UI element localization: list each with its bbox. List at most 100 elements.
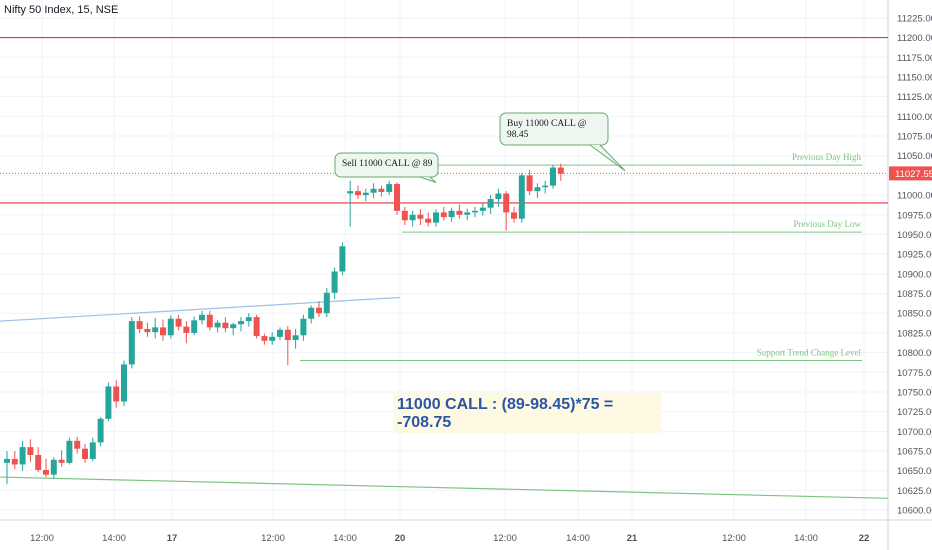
candle-body (503, 193, 510, 213)
candle-body (191, 320, 198, 333)
candle-body (245, 317, 252, 322)
candle-body (97, 418, 104, 443)
y-tick-label: 11150.00 (897, 72, 932, 83)
candle-body (386, 184, 393, 192)
candle-body (167, 318, 174, 336)
y-tick-label: 10800.00 (897, 348, 932, 359)
candle-body (308, 307, 315, 319)
candle-body (261, 336, 268, 341)
candle-body (19, 447, 26, 465)
candle-body (74, 440, 81, 449)
candle-body (347, 191, 354, 194)
y-tick-label: 10825.00 (897, 328, 932, 339)
candle-body (238, 321, 244, 325)
trade-annotation: Sell 11000 CALL @ 89 (334, 152, 439, 183)
candle-body (526, 175, 533, 192)
candle-body (511, 212, 517, 219)
x-tick-label: 14:00 (333, 533, 357, 544)
candle-body (472, 210, 478, 213)
candle-body (128, 321, 135, 365)
annotation-pointer (419, 176, 437, 183)
y-tick-label: 11000.00 (897, 191, 932, 202)
annotation-box (499, 112, 609, 146)
candle-body (362, 192, 369, 196)
candle-body (230, 324, 237, 329)
candle-body (136, 321, 143, 329)
annotation-pointer (589, 144, 626, 172)
candle-body (113, 386, 120, 402)
x-tick-label: 12:00 (261, 533, 285, 544)
candle-body (378, 188, 385, 192)
x-tick-label: 21 (627, 533, 638, 544)
y-tick-label: 10950.00 (897, 230, 932, 241)
candle-body (550, 167, 556, 186)
x-tick-label: 12:00 (722, 533, 746, 544)
candle-body (214, 322, 221, 328)
symbol-title: Nifty 50 Index, 15, NSE (4, 4, 119, 16)
candle-body (355, 191, 361, 196)
candle-body (89, 442, 96, 459)
y-tick-label: 11050.00 (897, 151, 932, 162)
candle-body (331, 271, 338, 293)
candle-body (222, 322, 229, 329)
candle-body (518, 175, 525, 219)
y-tick-label: 11125.00 (897, 92, 932, 103)
candle-body (409, 214, 416, 221)
candle-body (370, 188, 377, 193)
y-tick-label: 10700.00 (897, 427, 932, 438)
y-tick-label: 10600.00 (897, 506, 932, 517)
y-tick-label: 10750.00 (897, 387, 932, 398)
y-tick-label: 10850.00 (897, 309, 932, 320)
candle-body (253, 317, 260, 337)
candle-body (43, 469, 49, 475)
candle-body (121, 364, 127, 402)
candle-body (542, 185, 549, 188)
candle-body (206, 314, 213, 328)
trend-line (0, 296, 401, 322)
candle-body (27, 447, 34, 455)
candle-body (175, 318, 182, 327)
annotation-box (334, 152, 439, 178)
x-tick-label: 14:00 (794, 533, 818, 544)
candle-body (300, 318, 307, 336)
candle-body (479, 207, 486, 211)
candle-body (269, 336, 276, 341)
candle-body (425, 218, 432, 223)
y-tick-label: 10775.00 (897, 368, 932, 379)
candle-body (456, 210, 463, 215)
trend-line (0, 476, 889, 499)
candle-body (440, 212, 447, 218)
x-tick-label: 12:00 (493, 533, 517, 544)
y-tick-label: 10900.00 (897, 269, 932, 280)
candle-body (152, 327, 159, 333)
y-tick-label: 11200.00 (897, 33, 932, 44)
y-tick-label: 10625.00 (897, 486, 932, 497)
price-tag (889, 166, 932, 181)
annotation-text: Buy 11000 CALL @ (507, 119, 587, 129)
y-tick-label: 11075.00 (897, 132, 932, 143)
candle-body (66, 440, 73, 463)
candle-body (4, 458, 10, 463)
price-tag-text: 11027.55 (895, 169, 932, 180)
y-tick-label: 10925.00 (897, 250, 932, 261)
candle-body (401, 210, 408, 221)
candle-body (58, 459, 65, 463)
candle-body (199, 314, 205, 321)
candle-body (144, 328, 151, 333)
candle-body (339, 246, 346, 272)
pl-note: 11000 CALL : (89-98.45)*75 = -708.75 (393, 393, 661, 433)
candle-body (417, 214, 424, 219)
candle-body (323, 292, 330, 314)
candle-body (557, 167, 564, 174)
x-tick-label: 14:00 (566, 533, 590, 544)
y-tick-label: 11175.00 (897, 53, 932, 64)
candle-body (284, 329, 291, 341)
level-label: Support Trend Change Level (757, 347, 862, 357)
y-tick-label: 10725.00 (897, 407, 932, 418)
candle-body (35, 454, 42, 470)
x-tick-label: 12:00 (30, 533, 54, 544)
annotation-text: Sell 11000 CALL @ 89 (342, 159, 433, 169)
candle-body (82, 448, 88, 459)
y-tick-label: 10675.00 (897, 447, 932, 458)
